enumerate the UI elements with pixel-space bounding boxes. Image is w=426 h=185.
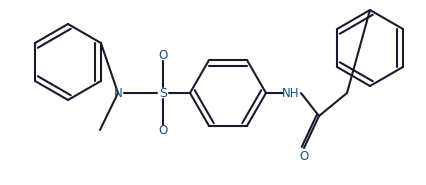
Text: NH: NH	[282, 87, 300, 100]
Text: N: N	[114, 87, 122, 100]
Text: S: S	[159, 87, 167, 100]
Text: O: O	[158, 125, 167, 137]
Text: O: O	[299, 149, 308, 162]
Text: O: O	[158, 48, 167, 61]
